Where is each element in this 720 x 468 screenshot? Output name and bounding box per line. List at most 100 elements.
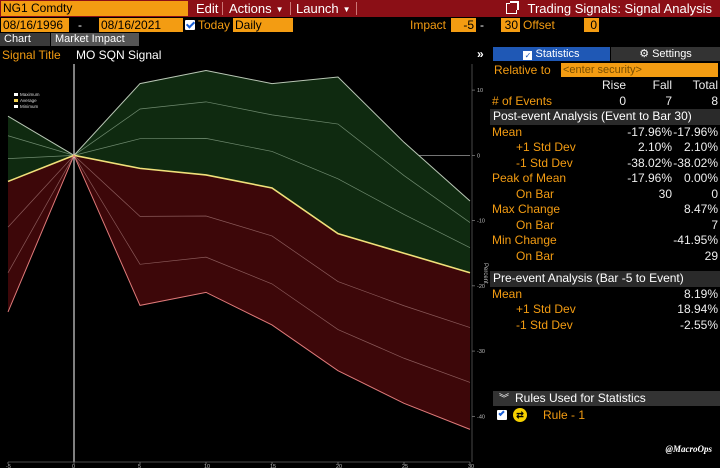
downside-fill	[8, 155, 470, 430]
stat-total: 7	[711, 217, 718, 232]
stat-total: 29	[704, 248, 718, 263]
signal-title-value: MO SQN Signal	[76, 48, 162, 62]
col-fall: Fall	[652, 78, 672, 92]
x-tick-label: 30	[468, 464, 474, 468]
stat-label: -1 Std Dev	[516, 155, 573, 170]
stat-label: -1 Std Dev	[516, 317, 573, 332]
offset-label: Offset	[523, 18, 555, 32]
chevron-down-icon: ︾	[499, 394, 509, 405]
events-fall: 7	[665, 93, 672, 108]
start-date-field[interactable]: 08/16/1996	[1, 18, 69, 32]
actions-menu-label: Actions	[229, 1, 272, 16]
stat-label: On Bar	[516, 186, 555, 201]
market-impact-chart[interactable]: 10 0 -10 -20 -30 -40 Percent -5 0 5 10 15 20 25 30 Max…	[0, 62, 490, 468]
tab-settings-label: Settings	[652, 48, 692, 60]
post-event-row: -1 Std Dev -38.02% -38.02%	[490, 156, 720, 172]
menu-divider	[222, 2, 223, 15]
stat-label: Max Change	[492, 202, 561, 216]
launch-menu[interactable]: Launch ▼	[296, 0, 351, 17]
series-minimum	[7, 154, 471, 430]
chart-series	[7, 70, 471, 430]
y-tick-label: 10	[477, 88, 483, 94]
relative-security-input[interactable]: <enter security>	[561, 63, 718, 77]
menu-divider	[290, 2, 291, 15]
stat-fall: 2.10%	[637, 140, 672, 154]
frequency-select[interactable]: Daily	[233, 18, 293, 32]
offset-field[interactable]: 0	[584, 18, 599, 32]
stat-total: -17.96%	[673, 124, 718, 139]
rules-header-label: Rules Used for Statistics	[515, 391, 646, 405]
stat-fall: 30	[658, 186, 672, 201]
stat-label: Mean	[492, 286, 523, 301]
gear-icon: ⚙	[639, 48, 650, 60]
legend-label: Average	[20, 98, 37, 103]
today-checkbox[interactable]	[185, 20, 195, 30]
legend-label: Maximum	[20, 92, 40, 97]
stat-fall: -17.96%	[627, 171, 672, 185]
impact-from-field[interactable]: -5	[451, 18, 476, 32]
relative-to-label: Relative to	[494, 63, 551, 77]
menu-divider	[356, 2, 357, 15]
stat-total: 2.10%	[683, 140, 718, 154]
post-event-row: Max Change 8.47%	[490, 202, 720, 218]
rule-checkbox[interactable]	[497, 409, 507, 420]
events-total: 8	[711, 93, 718, 108]
top-bar: NG1 Comdty Edit Actions ▼ Launch ▼ Trading…	[0, 0, 720, 17]
stats-table: Rise Fall Total # of Events 0 7 8 Post-e…	[490, 78, 720, 333]
y-tick-label: -10	[477, 219, 485, 225]
tab-settings[interactable]: ⚙ Settings	[611, 47, 720, 61]
event-path	[7, 154, 471, 328]
pre-event-row: +1 Std Dev 18.94%	[490, 302, 720, 318]
impact-to-field[interactable]: 30	[501, 18, 520, 32]
events-row: # of Events 0 7 8	[490, 94, 720, 110]
edit-menu[interactable]: Edit	[196, 0, 218, 17]
chart-fills	[8, 70, 470, 430]
security-input[interactable]: NG1 Comdty	[1, 1, 188, 16]
post-event-row: Min Change -41.95%	[490, 233, 720, 249]
tab-market-impact[interactable]: Market Impact	[51, 33, 139, 46]
post-event-row: Peak of Mean -17.96% 0.00%	[490, 171, 720, 187]
pre-event-rows: Mean 8.19% +1 Std Dev 18.94% -1 Std Dev -2.55…	[490, 287, 720, 334]
x-tick-label: 0	[72, 464, 75, 468]
stat-total: -38.02%	[673, 155, 718, 170]
y-tick-label: -30	[477, 349, 485, 355]
stat-label: Peak of Mean	[492, 171, 567, 185]
tab-statistics[interactable]: ✓ Statistics	[493, 47, 610, 61]
legend-swatch	[14, 99, 18, 102]
pre-event-header: Pre-event Analysis (Bar -5 to Event)	[490, 271, 720, 287]
pin-icon: ✓	[523, 51, 533, 60]
legend-swatch	[14, 105, 18, 108]
controls-row: 08/16/1996 - 08/16/2021 Today Daily Impa…	[0, 17, 720, 33]
statistics-panel: » ✓ Statistics ⚙ Settings Relative to <ent…	[477, 47, 720, 468]
impact-label: Impact	[410, 18, 447, 32]
series-maximum	[7, 70, 471, 202]
event-path	[7, 138, 471, 248]
upside-fill	[8, 70, 470, 273]
impact-separator: -	[480, 18, 484, 32]
post-event-row: Mean -17.96% -17.96%	[490, 125, 720, 141]
post-event-row: On Bar 7	[490, 218, 720, 234]
external-link-icon[interactable]	[506, 1, 520, 14]
rule-signal-icon: ⇄	[513, 408, 527, 422]
pre-event-row: -1 Std Dev -2.55%	[490, 318, 720, 334]
collapse-panel-icon[interactable]: »	[477, 47, 484, 61]
chart-axes: 10 0 -10 -20 -30 -40 Percent -5 0 5 10 15 20 25 30	[6, 64, 488, 468]
end-date-field[interactable]: 08/16/2021	[99, 18, 183, 32]
post-event-rows: Mean -17.96% -17.96% +1 Std Dev 2.10% 2.10% -1…	[490, 125, 720, 265]
events-rise: 0	[619, 93, 626, 108]
today-label: Today	[198, 18, 231, 32]
stats-header-row: Rise Fall Total	[490, 78, 720, 94]
legend-label: Minimum	[20, 104, 39, 109]
rules-header[interactable]: ︾ Rules Used for Statistics	[493, 391, 720, 406]
tab-chart[interactable]: Chart	[0, 33, 50, 46]
y-tick-label: -40	[477, 414, 485, 420]
stat-label: Mean	[492, 124, 523, 139]
stat-total: -2.55%	[679, 317, 718, 332]
actions-menu[interactable]: Actions ▼	[229, 0, 284, 17]
legend-swatch	[14, 93, 18, 96]
stat-total: 0	[711, 186, 718, 201]
tab-statistics-label: Statistics	[535, 48, 580, 60]
view-tabs: Chart Market Impact	[0, 33, 200, 46]
post-event-row: On Bar 30 0	[490, 187, 720, 203]
